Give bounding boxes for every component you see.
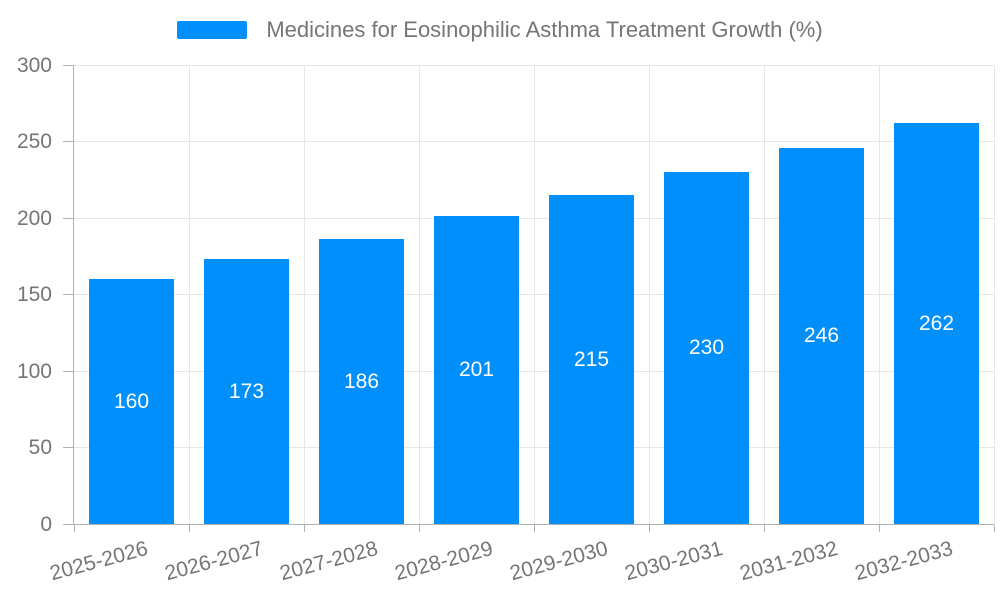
x-axis-label: 2026-2027	[162, 537, 266, 586]
x-axis-tick	[533, 525, 535, 532]
x-axis-label: 2028-2029	[392, 537, 496, 586]
gridline-vertical	[648, 65, 650, 524]
y-axis-label: 0	[40, 512, 52, 536]
bar-value-label: 262	[918, 311, 955, 335]
y-axis-tick	[63, 294, 73, 295]
bar[interactable]	[549, 195, 634, 524]
x-axis-tick	[73, 525, 75, 532]
x-axis-tick	[188, 525, 190, 532]
gridline-vertical	[533, 65, 535, 524]
bar-value-label: 186	[343, 369, 380, 393]
y-axis-label: 300	[16, 53, 52, 77]
y-axis-tick	[63, 141, 73, 142]
bar-value-label: 173	[228, 379, 265, 403]
bar-value-label: 215	[573, 347, 610, 371]
legend[interactable]: Medicines for Eosinophilic Asthma Treatm…	[0, 17, 1000, 43]
y-axis-label: 50	[28, 436, 52, 459]
x-axis-tick	[418, 525, 420, 532]
bar[interactable]	[204, 259, 289, 524]
x-axis-label: 2027-2028	[277, 537, 381, 586]
gridline-vertical	[763, 65, 765, 524]
x-axis-label: 2025-2026	[47, 537, 151, 586]
bar-value-label: 230	[688, 336, 725, 359]
gridline-vertical	[303, 65, 305, 524]
x-axis-label: 2029-2030	[507, 537, 611, 586]
x-axis-label: 2030-2031	[622, 537, 726, 586]
bar[interactable]	[894, 123, 979, 524]
x-axis-tick	[648, 525, 650, 532]
gridline-vertical	[418, 65, 420, 524]
y-axis-label: 150	[16, 283, 52, 306]
y-axis-tick	[63, 370, 73, 372]
x-axis-tick	[303, 525, 305, 532]
legend-swatch	[177, 21, 248, 39]
y-axis-label: 250	[16, 130, 52, 153]
gridline-vertical	[878, 65, 880, 524]
bar-value-label: 160	[113, 389, 150, 413]
y-axis-label: 200	[16, 206, 52, 230]
bar[interactable]	[89, 279, 174, 524]
plot-area: 160 173 186 201 215 230 246 262	[63, 64, 995, 532]
x-axis-tick	[993, 525, 995, 532]
y-axis-tick	[63, 64, 73, 66]
bar-value-label: 201	[458, 358, 495, 381]
bar-value-label: 246	[803, 324, 840, 347]
x-axis-label: 2032-2033	[852, 537, 956, 586]
x-axis-tick	[878, 525, 880, 532]
x-axis-tick	[763, 525, 765, 532]
gridline-vertical	[188, 65, 190, 524]
bar[interactable]	[664, 172, 749, 524]
y-axis-tick	[63, 447, 73, 448]
legend-series-label: Medicines for Eosinophilic Asthma Treatm…	[266, 17, 823, 42]
y-axis-tick	[63, 217, 73, 219]
x-axis-label: 2031-2032	[737, 537, 841, 586]
y-axis-tick	[63, 523, 73, 525]
y-axis-label: 100	[16, 359, 52, 383]
gridline-vertical	[993, 65, 995, 524]
bar[interactable]	[434, 216, 519, 524]
bar[interactable]	[319, 239, 404, 524]
bar[interactable]	[779, 148, 864, 524]
